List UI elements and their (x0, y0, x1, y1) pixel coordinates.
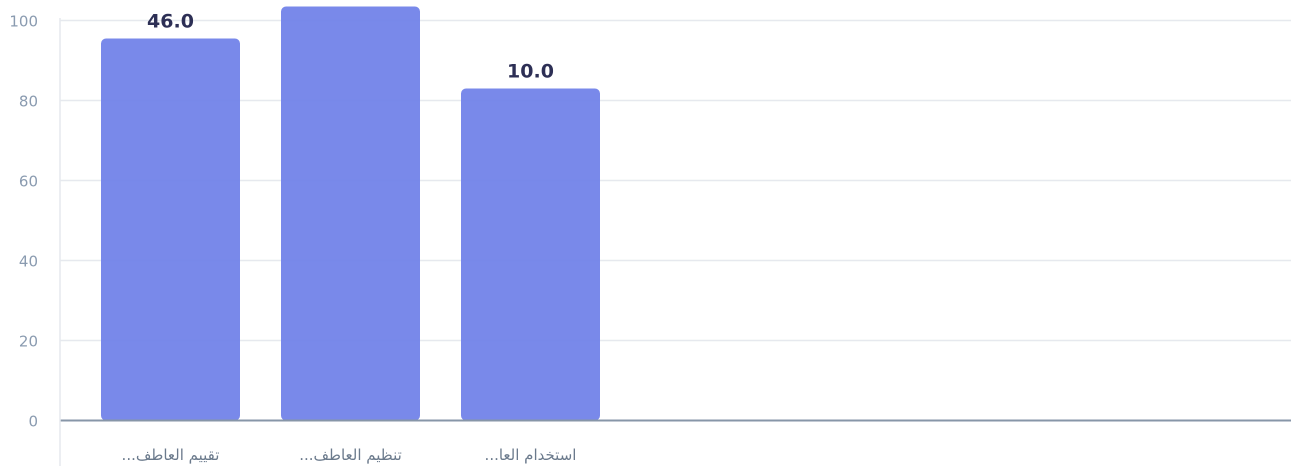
y-tick-label: 0 (28, 413, 38, 431)
data-label: 46.0 (147, 11, 194, 33)
data-label: 10.0 (507, 61, 554, 83)
y-tick-label: 60 (19, 173, 38, 191)
bar (101, 38, 240, 421)
y-tick-label: 20 (19, 333, 38, 351)
y-axis-ticks: 0 20 40 60 80 100 (9, 13, 38, 431)
x-tick-label: استخدام العا... (485, 446, 577, 464)
bars (101, 6, 600, 421)
grid-lines (60, 19, 1291, 342)
bar (281, 6, 420, 421)
x-tick-label: تنظيم العاطف... (299, 446, 402, 464)
y-tick-label: 40 (19, 253, 38, 271)
data-labels: 46.0 10.0 (147, 11, 554, 83)
bar (461, 88, 600, 421)
x-axis-ticks: تقييم العاطف... تنظيم العاطف... استخدام ال… (122, 446, 577, 464)
y-tick-label: 80 (19, 93, 38, 111)
y-tick-label: 100 (9, 13, 38, 31)
x-tick-label: تقييم العاطف... (122, 446, 220, 464)
